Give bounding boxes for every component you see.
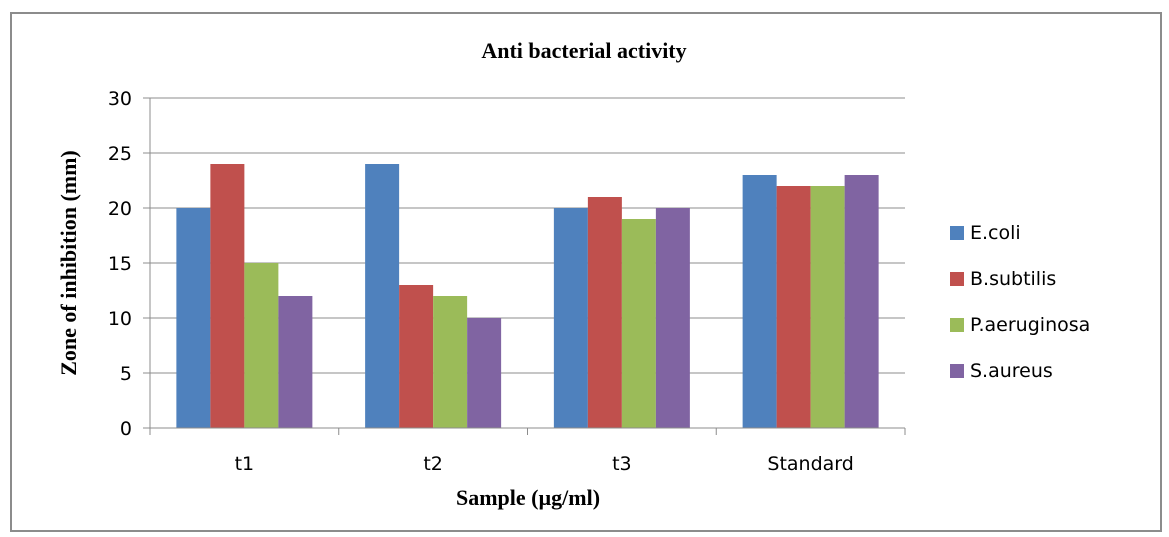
bar-s-aureus-t3 [655, 208, 690, 428]
legend-swatch [950, 226, 964, 240]
y-tick-label: 20 [108, 198, 132, 220]
chart-title: Anti bacterial activity [481, 38, 686, 63]
legend-label: E.coli [970, 222, 1021, 244]
x-tick-label: t3 [612, 453, 632, 475]
x-tick-label: Standard [767, 453, 853, 475]
y-tick-label: 15 [108, 253, 132, 275]
bars [176, 164, 879, 428]
bar-b-subtilis-t2 [399, 285, 434, 428]
legend-label: B.subtilis [970, 268, 1056, 290]
bar-s-aureus-t2 [467, 318, 502, 428]
x-tick-labels: t1 t2 t3 Standard [235, 453, 854, 475]
axes [149, 98, 906, 435]
y-tick-label: 25 [108, 143, 132, 165]
legend-swatch [950, 272, 964, 286]
x-tick-label: t2 [423, 453, 443, 475]
bar-e-coli-standard [742, 175, 777, 428]
bar-s-aureus-t1 [278, 296, 313, 428]
y-tick-labels: 0 5 10 15 20 25 30 [108, 88, 132, 440]
bar-b-subtilis-t3 [587, 197, 622, 428]
bar-s-aureus-standard [844, 175, 879, 428]
y-tick-label: 10 [108, 308, 132, 330]
legend-label: P.aeruginosa [970, 314, 1090, 336]
bar-p-aeruginosa-t1 [244, 263, 279, 428]
bar-e-coli-t1 [176, 208, 211, 428]
bar-p-aeruginosa-t3 [621, 219, 656, 428]
bar-p-aeruginosa-t2 [433, 296, 468, 428]
y-tick-label: 5 [120, 363, 132, 385]
y-axis-title: Zone of inhibition (mm) [56, 150, 81, 376]
legend-swatch [950, 318, 964, 332]
x-tick-label: t1 [235, 453, 255, 475]
legend: E.coli B.subtilis P.aeruginosa S.aureus [950, 222, 1090, 382]
bar-e-coli-t2 [365, 164, 400, 428]
legend-label: S.aureus [970, 360, 1053, 382]
y-tick-label: 0 [120, 418, 132, 440]
y-tick-label: 30 [108, 88, 132, 110]
bar-p-aeruginosa-standard [810, 186, 845, 428]
legend-swatch [950, 364, 964, 378]
bar-e-coli-t3 [553, 208, 588, 428]
bar-b-subtilis-standard [776, 186, 811, 428]
x-axis-title: Sample (µg/ml) [456, 485, 600, 510]
bar-b-subtilis-t1 [210, 164, 245, 428]
